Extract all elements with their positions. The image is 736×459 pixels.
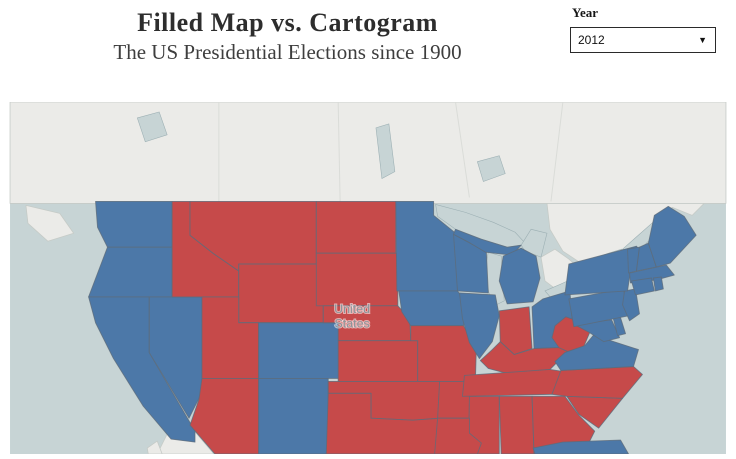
state-al[interactable] bbox=[498, 395, 535, 455]
state-ct[interactable] bbox=[631, 277, 655, 296]
state-va[interactable] bbox=[554, 333, 639, 371]
province-border-line bbox=[337, 101, 341, 204]
us-map-label-line2: States bbox=[335, 317, 370, 331]
northern-lake bbox=[136, 111, 168, 143]
year-dropdown[interactable]: 2012 ▼ bbox=[570, 27, 716, 53]
state-co[interactable] bbox=[258, 322, 349, 379]
state-sd[interactable] bbox=[315, 252, 399, 307]
vancouver-island bbox=[25, 205, 75, 242]
filled-map: United States bbox=[8, 101, 728, 455]
year-dropdown-value: 2012 bbox=[578, 33, 605, 47]
state-ks[interactable] bbox=[337, 340, 419, 382]
year-filter-label: Year bbox=[572, 5, 598, 20]
caret-down-icon: ▼ bbox=[698, 34, 707, 45]
state-nm[interactable] bbox=[258, 377, 329, 455]
header: Filled Map vs. Cartogram The US Presiden… bbox=[0, 8, 575, 65]
page-subtitle: The US Presidential Elections since 1900 bbox=[113, 40, 462, 64]
canada-land bbox=[9, 101, 727, 204]
page-title: Filled Map vs. Cartogram bbox=[137, 8, 438, 37]
us-map-label-line1: United bbox=[334, 302, 370, 316]
lake-winnipeg bbox=[375, 123, 396, 180]
state-fl[interactable] bbox=[532, 439, 629, 455]
state-ma[interactable] bbox=[629, 264, 675, 284]
state-nd[interactable] bbox=[315, 200, 397, 254]
state-il[interactable] bbox=[459, 292, 500, 359]
province-border-line bbox=[455, 101, 470, 198]
state-ia[interactable] bbox=[398, 290, 469, 327]
state-wa[interactable] bbox=[95, 200, 173, 248]
province-border-line bbox=[550, 101, 564, 202]
state-mi-lower[interactable] bbox=[498, 247, 541, 305]
lake-nipigon bbox=[477, 155, 506, 182]
state-ri[interactable] bbox=[652, 276, 664, 292]
state-wy[interactable] bbox=[238, 263, 324, 324]
